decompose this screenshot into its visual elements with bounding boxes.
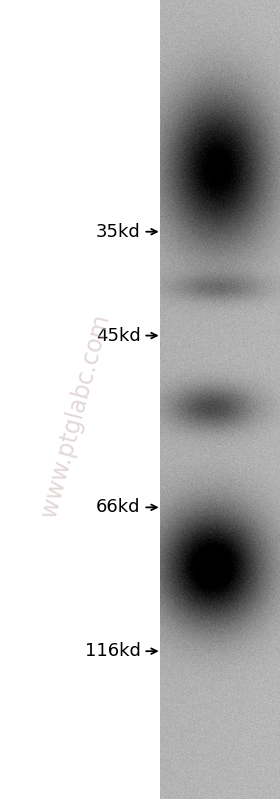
Bar — [0, 0, 160, 799]
Text: 66kd: 66kd — [96, 499, 141, 516]
Text: www.ptglabc.com: www.ptglabc.com — [37, 312, 114, 519]
Text: 116kd: 116kd — [85, 642, 141, 660]
Text: 45kd: 45kd — [96, 327, 141, 344]
Text: 35kd: 35kd — [96, 223, 141, 240]
